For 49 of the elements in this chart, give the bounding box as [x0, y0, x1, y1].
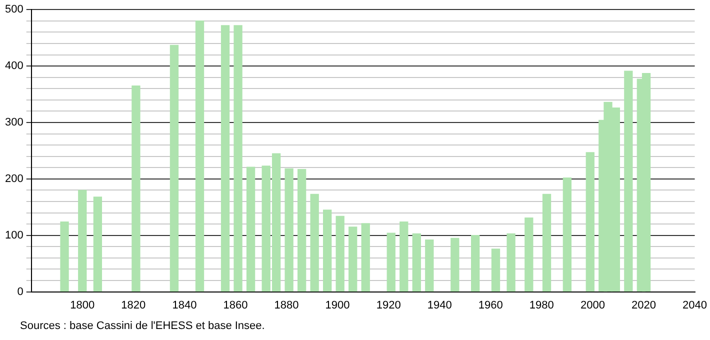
x-tick-label: 1940	[427, 299, 452, 312]
bar	[78, 190, 87, 292]
bar	[624, 70, 633, 292]
bar	[93, 196, 102, 292]
x-tick-label: 1840	[172, 299, 197, 312]
y-tick-label: 400	[4, 60, 24, 72]
bar	[586, 152, 594, 292]
x-tick-label: 1820	[121, 299, 146, 312]
bar	[450, 238, 460, 292]
bar	[234, 25, 242, 292]
bar	[310, 194, 319, 292]
bar	[542, 194, 552, 292]
bar	[132, 85, 140, 292]
bar	[348, 226, 358, 292]
x-tick-label: 1880	[274, 299, 299, 312]
x-tick-label: 1980	[529, 299, 554, 312]
bar	[60, 221, 69, 292]
bar	[400, 221, 408, 292]
x-tick-label: 1800	[70, 299, 95, 312]
bar	[425, 240, 434, 292]
bar	[170, 44, 179, 292]
bar	[284, 168, 294, 292]
x-tick-label: 1920	[376, 299, 401, 312]
y-tick-label: 500	[4, 4, 24, 16]
y-tick-label: 100	[4, 229, 24, 242]
x-tick-label: 1900	[325, 299, 350, 312]
bar	[386, 232, 396, 292]
bar	[412, 233, 421, 292]
bar	[361, 223, 370, 292]
x-tick-label: 2040	[682, 299, 708, 312]
source-note: Sources : base Cassini de l'EHESS et base Insee.	[20, 320, 265, 332]
bar	[323, 210, 332, 292]
x-tick-label: 1960	[478, 299, 503, 312]
y-tick-label: 300	[4, 116, 24, 129]
bar	[491, 248, 500, 292]
bar	[297, 168, 306, 292]
y-tick-label: 200	[4, 172, 24, 185]
bar	[562, 177, 572, 292]
bar	[336, 216, 344, 292]
bar	[524, 218, 534, 292]
x-tick-label: 1860	[223, 299, 248, 312]
bar	[220, 25, 230, 292]
bar	[246, 166, 256, 292]
x-tick-label: 2000	[580, 299, 605, 312]
x-tick-label: 2020	[631, 299, 656, 312]
y-tick-label: 0	[17, 286, 24, 298]
bar	[471, 235, 480, 292]
bar	[506, 233, 516, 292]
bar	[195, 20, 204, 292]
